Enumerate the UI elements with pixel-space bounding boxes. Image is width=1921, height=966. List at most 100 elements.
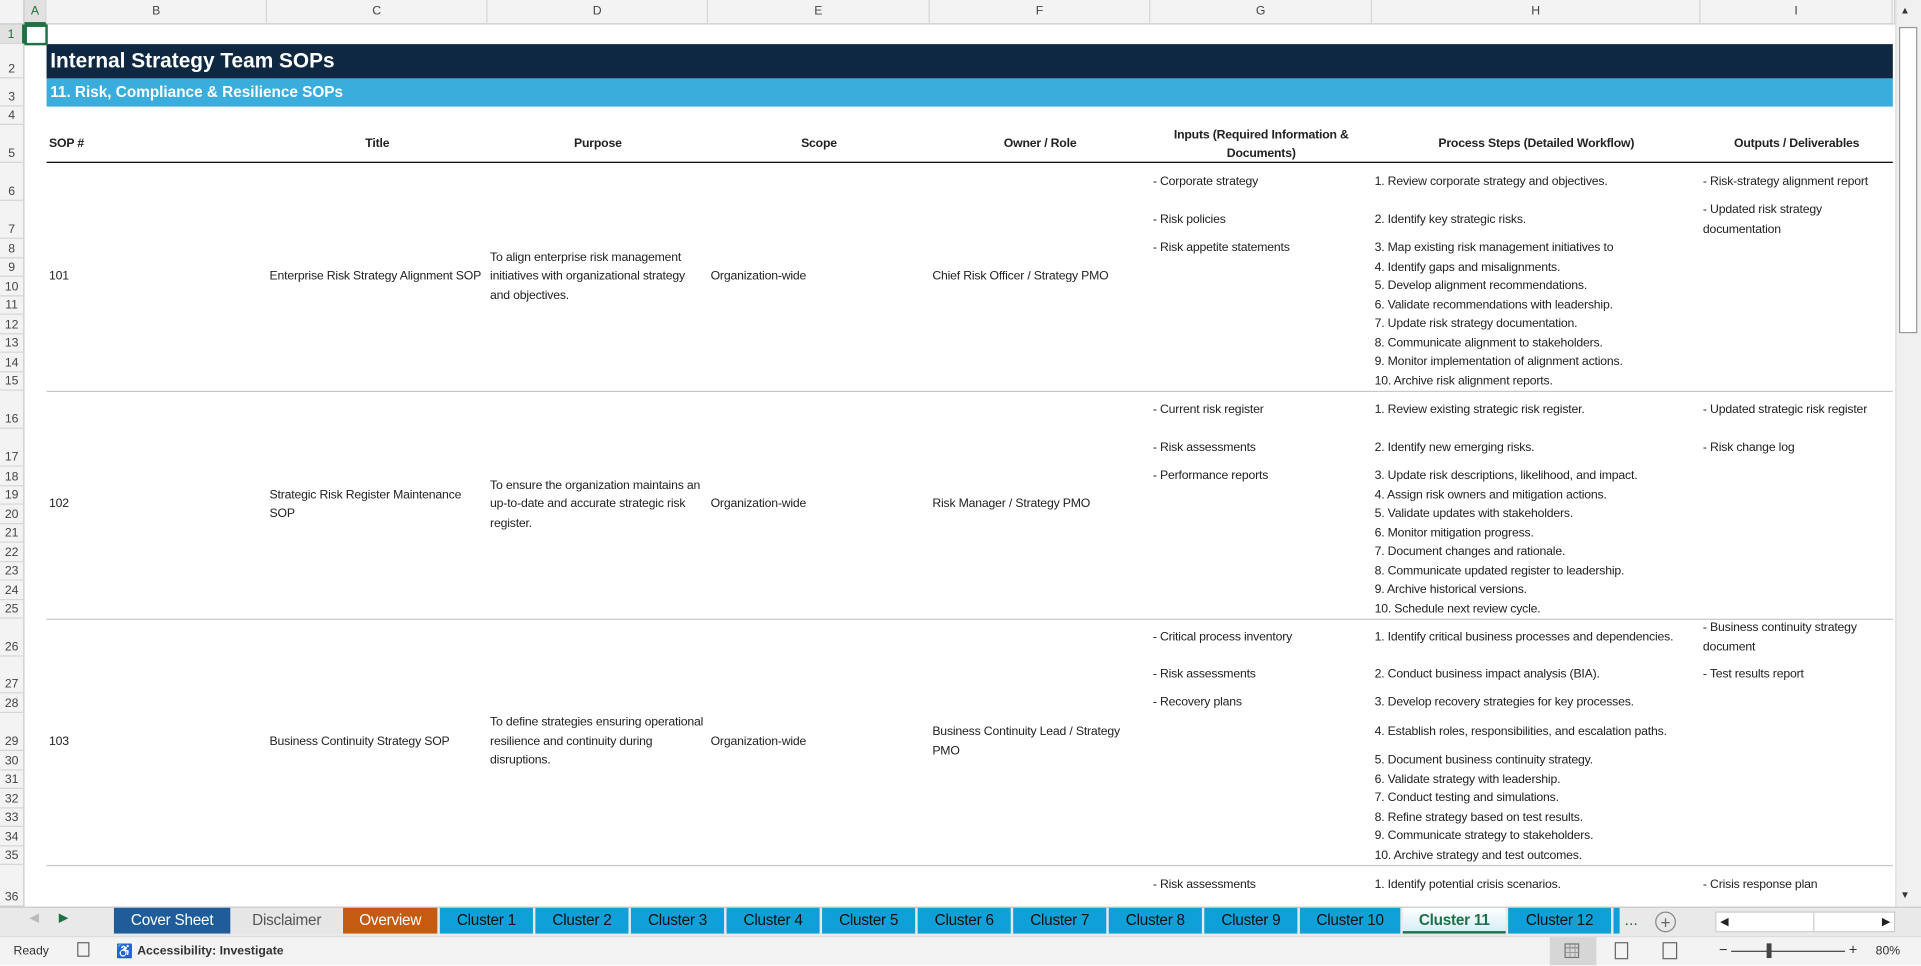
row-header-1[interactable]: 1 (0, 24, 25, 45)
sheet-tab-partial[interactable] (1613, 907, 1620, 934)
row-header-29[interactable]: 29 (0, 713, 25, 752)
sheet-tab-cluster-9[interactable]: Cluster 9 (1204, 907, 1298, 934)
accessibility-icon[interactable]: ♿ (116, 944, 134, 960)
column-header-a[interactable]: A (24, 0, 47, 25)
column-header-b[interactable]: B (46, 0, 268, 25)
sheet-tab-cover-sheet[interactable]: Cover Sheet (113, 907, 231, 934)
scroll-up-icon[interactable]: ▲ (1900, 4, 1910, 16)
status-bar (0, 935, 1921, 966)
row-header-8[interactable]: 8 (0, 238, 25, 258)
sheet-tab-cluster-1[interactable]: Cluster 1 (439, 907, 533, 934)
accessibility-status[interactable]: Accessibility: Investigate (137, 944, 284, 959)
horizontal-scrollbar[interactable]: ◀ ▶ (1715, 911, 1896, 933)
sheet-title: Internal Strategy Team SOPs (50, 49, 335, 73)
row-header-36[interactable]: 36 (0, 864, 25, 907)
sheet-tab-disclaimer[interactable]: Disclaimer (232, 907, 341, 934)
page-layout-view-icon[interactable] (1614, 942, 1629, 960)
row-header-23[interactable]: 23 (0, 561, 25, 581)
sheet-tab-cluster-12[interactable]: Cluster 12 (1508, 907, 1612, 934)
row-header-25[interactable]: 25 (0, 599, 25, 619)
row-header-11[interactable]: 11 (0, 295, 25, 315)
select-all-corner[interactable] (0, 0, 25, 25)
sop-input: - Risk appetite statements (1152, 241, 1290, 255)
sop-step: 8. Communicate updated register to leade… (1374, 564, 1625, 578)
header-bottom-border (46, 161, 1893, 163)
row-header-13[interactable]: 13 (0, 333, 25, 353)
row-header-32[interactable]: 32 (0, 788, 25, 808)
tab-scroll-right-icon[interactable]: ▶ (58, 911, 69, 925)
row-header-28[interactable]: 28 (0, 693, 25, 714)
row-header-16[interactable]: 16 (0, 390, 25, 429)
sop-scope: Organization-wide (710, 734, 807, 749)
normal-view-button[interactable] (1549, 937, 1597, 966)
sheet-tab-cluster-10[interactable]: Cluster 10 (1299, 907, 1401, 934)
row-header-17[interactable]: 17 (0, 428, 25, 467)
column-header-e[interactable]: E (708, 0, 930, 25)
row-header-30[interactable]: 30 (0, 751, 25, 770)
sheet-tab-overview[interactable]: Overview (343, 907, 438, 934)
row-header-24[interactable]: 24 (0, 580, 25, 600)
row-header-5[interactable]: 5 (0, 124, 25, 163)
column-header-h[interactable]: H (1372, 0, 1701, 25)
sheet-tab-cluster-6[interactable]: Cluster 6 (917, 907, 1011, 934)
row-header-33[interactable]: 33 (0, 807, 25, 827)
row-header-34[interactable]: 34 (0, 826, 25, 846)
column-header-g[interactable]: G (1150, 0, 1373, 25)
row-header-12[interactable]: 12 (0, 314, 25, 334)
status-ready: Ready (13, 944, 49, 959)
column-heading: Purpose (573, 137, 622, 151)
column-header-i[interactable]: I (1700, 0, 1893, 25)
zoom-slider[interactable] (1731, 950, 1846, 952)
row-header-31[interactable]: 31 (0, 769, 25, 789)
sop-step: 1. Identify critical business processes … (1374, 630, 1674, 645)
scroll-left-icon[interactable]: ◀ (1720, 915, 1729, 928)
sop-input: - Critical process inventory (1152, 630, 1293, 645)
row-header-2[interactable]: 2 (0, 44, 25, 79)
zoom-in-button[interactable]: + (1848, 940, 1858, 959)
row-header-35[interactable]: 35 (0, 845, 25, 865)
row-header-21[interactable]: 21 (0, 523, 25, 543)
more-tabs-button[interactable]: ... (1624, 910, 1638, 929)
cell-mode-icon[interactable] (77, 942, 90, 957)
column-header-d[interactable]: D (487, 0, 709, 25)
sheet-tab-cluster-2[interactable]: Cluster 2 (535, 907, 629, 934)
add-sheet-icon[interactable]: + (1655, 911, 1676, 933)
zoom-out-button[interactable]: − (1718, 940, 1728, 959)
row-header-9[interactable]: 9 (0, 257, 25, 277)
row-header-22[interactable]: 22 (0, 542, 25, 562)
tab-scroll-left-icon[interactable]: ◀ (29, 911, 39, 925)
row-header-3[interactable]: 3 (0, 78, 25, 107)
scroll-down-icon[interactable]: ▼ (1900, 889, 1910, 901)
sop-step: 9. Archive historical versions. (1374, 583, 1527, 597)
sheet-tab-cluster-8[interactable]: Cluster 8 (1108, 907, 1202, 934)
row-header-20[interactable]: 20 (0, 504, 25, 524)
selected-cell-a1[interactable] (24, 24, 48, 46)
sheet-tab-cluster-7[interactable]: Cluster 7 (1013, 907, 1107, 934)
sheet-tab-cluster-5[interactable]: Cluster 5 (822, 907, 916, 934)
page-break-view-icon[interactable] (1662, 942, 1678, 960)
row-header-6[interactable]: 6 (0, 162, 25, 201)
vertical-scrollbar[interactable]: ▲ ▼ (1895, 0, 1921, 907)
horizontal-scrollbar-thumb[interactable] (1729, 912, 1815, 932)
row-header-15[interactable]: 15 (0, 371, 25, 391)
scrollbar-thumb[interactable] (1898, 26, 1918, 334)
row-header-7[interactable]: 7 (0, 200, 25, 239)
row-header-10[interactable]: 10 (0, 276, 25, 296)
column-header-c[interactable]: C (267, 0, 488, 25)
scroll-right-icon[interactable]: ▶ (1881, 915, 1891, 928)
sheet-tab-cluster-3[interactable]: Cluster 3 (630, 907, 725, 934)
column-heading: Process Steps (Detailed Workflow) (1438, 137, 1635, 151)
row-header-27[interactable]: 27 (0, 656, 25, 694)
row-header-4[interactable]: 4 (0, 106, 25, 125)
zoom-level[interactable]: 80% (1875, 944, 1901, 959)
row-header-18[interactable]: 18 (0, 466, 25, 486)
sop-step: 3. Develop recovery strategies for key p… (1374, 696, 1634, 710)
sheet-tab-cluster-11[interactable]: Cluster 11 (1402, 907, 1506, 934)
sheet-tab-cluster-4[interactable]: Cluster 4 (726, 907, 820, 934)
row-header-14[interactable]: 14 (0, 352, 25, 372)
row-header-26[interactable]: 26 (0, 618, 25, 657)
column-header-f[interactable]: F (929, 0, 1151, 25)
sop-output: - Updated risk strategy documentation (1702, 203, 1822, 236)
row-header-19[interactable]: 19 (0, 485, 25, 505)
zoom-slider-thumb[interactable] (1766, 943, 1772, 959)
